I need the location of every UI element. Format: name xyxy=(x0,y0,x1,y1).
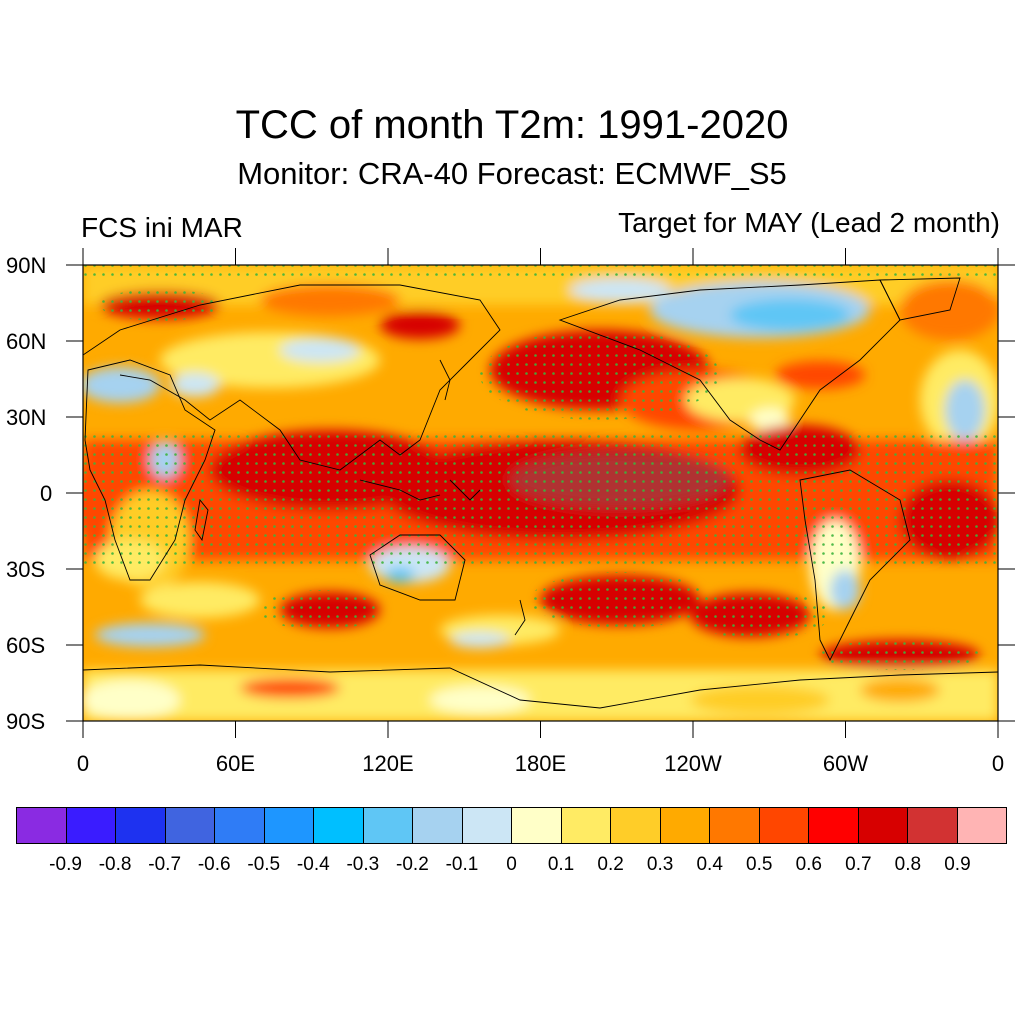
coastlines xyxy=(83,277,998,709)
colorbar-swatch xyxy=(413,808,463,843)
lat-label-0: 0 xyxy=(40,481,53,506)
lon-label-60w: 60W xyxy=(822,751,869,776)
colorbar-label: -0.3 xyxy=(346,854,380,875)
colorbar-label: 0.9 xyxy=(944,854,971,875)
lat-label-30n: 30N xyxy=(6,405,47,430)
axis-ticks xyxy=(66,248,1015,738)
lon-label-180e: 180E xyxy=(514,751,567,776)
lon-label-360: 0 xyxy=(991,751,1005,776)
correlation-map xyxy=(66,248,1015,738)
colorbar-label: -0.6 xyxy=(197,854,231,875)
colorbar-swatch xyxy=(66,808,116,843)
lon-label-120e: 120E xyxy=(362,751,414,776)
chart-subtitle: Monitor: CRA-40 Forecast: ECMWF_S5 xyxy=(237,156,787,191)
colorbar-label: -0.5 xyxy=(247,854,281,875)
lat-label-30s: 30S xyxy=(6,557,46,582)
colorbar-swatch xyxy=(561,808,611,843)
colorbar-label: -0.9 xyxy=(49,854,82,875)
lat-label-90s: 90S xyxy=(6,709,46,734)
colorbar-swatch xyxy=(363,808,413,843)
colorbar-label: 0 xyxy=(506,854,517,875)
colorbar-swatch xyxy=(215,808,265,843)
init-label: FCS ini MAR xyxy=(81,212,243,243)
colorbar-label: -0.7 xyxy=(148,854,182,875)
colorbar-label: -0.1 xyxy=(445,854,479,875)
colorbar-label: 0.3 xyxy=(646,854,674,875)
colorbar-swatch xyxy=(462,808,512,843)
colorbar-label: 0.7 xyxy=(845,854,872,875)
colorbar-swatch xyxy=(165,808,215,843)
colorbar-swatch xyxy=(17,808,67,843)
map-field xyxy=(83,265,998,721)
significance-stippling xyxy=(83,265,998,670)
colorbar-label: 0.5 xyxy=(746,854,773,875)
colorbar-label: -0.2 xyxy=(396,854,429,875)
lat-label-60n: 60N xyxy=(6,329,47,354)
colorbar-swatch xyxy=(314,808,364,843)
colorbar-swatch xyxy=(908,808,958,843)
colorbar-label: -0.8 xyxy=(98,854,132,875)
colorbar-swatch xyxy=(858,808,908,843)
colorbar-swatch xyxy=(116,808,166,843)
lat-label-90n: 90N xyxy=(6,253,47,278)
chart-title: TCC of month T2m: 1991-2020 xyxy=(235,103,789,147)
lon-label-120w: 120W xyxy=(664,751,722,776)
colorbar-swatch xyxy=(611,808,661,843)
colorbar-swatch xyxy=(710,808,760,843)
colorbar-label: 0.8 xyxy=(894,854,922,875)
colorbar-label: 0.4 xyxy=(696,854,723,875)
colorbar-label: 0.1 xyxy=(547,854,575,875)
colorbar-swatch xyxy=(759,808,809,843)
colorbar-swatch xyxy=(264,808,314,843)
colorbar-label: -0.4 xyxy=(296,854,330,875)
lon-label-60e: 60E xyxy=(215,751,256,776)
colorbar-swatch xyxy=(809,808,859,843)
colorbar xyxy=(16,807,1007,844)
colorbar-swatch xyxy=(957,808,1006,843)
lat-label-60s: 60S xyxy=(6,633,46,658)
lon-label-0: 0 xyxy=(76,751,90,776)
colorbar-swatch xyxy=(660,808,710,843)
colorbar-label: 0.6 xyxy=(795,854,823,875)
colorbar-swatch xyxy=(512,808,562,843)
target-label: Target for MAY (Lead 2 month) xyxy=(618,207,1000,238)
colorbar-label: 0.2 xyxy=(597,854,624,875)
